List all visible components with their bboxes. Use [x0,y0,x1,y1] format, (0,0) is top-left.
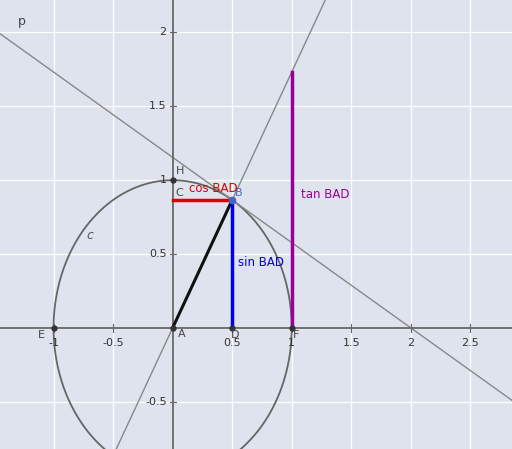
Text: 1: 1 [288,338,295,348]
Text: 2: 2 [407,338,414,348]
Text: 1.5: 1.5 [343,338,360,348]
Text: -0.5: -0.5 [145,397,167,407]
Text: -1: -1 [48,338,59,348]
Text: 1: 1 [160,175,167,185]
Text: 2: 2 [160,27,167,38]
Text: 0.5: 0.5 [149,249,167,259]
Text: 0.5: 0.5 [223,338,241,348]
Text: E: E [38,330,45,340]
Text: tan BAD: tan BAD [301,188,350,201]
Text: F: F [293,330,300,340]
Text: 2.5: 2.5 [461,338,479,348]
Text: cos BAD: cos BAD [189,182,238,195]
Text: sin BAD: sin BAD [238,256,284,269]
Text: C: C [175,189,183,198]
Text: -0.5: -0.5 [102,338,124,348]
Text: c: c [87,229,94,242]
Text: 1.5: 1.5 [149,101,167,111]
Text: H: H [176,166,185,176]
Text: A: A [178,329,185,339]
Text: B: B [234,189,242,198]
Text: p: p [18,15,26,28]
Text: D: D [231,330,240,340]
